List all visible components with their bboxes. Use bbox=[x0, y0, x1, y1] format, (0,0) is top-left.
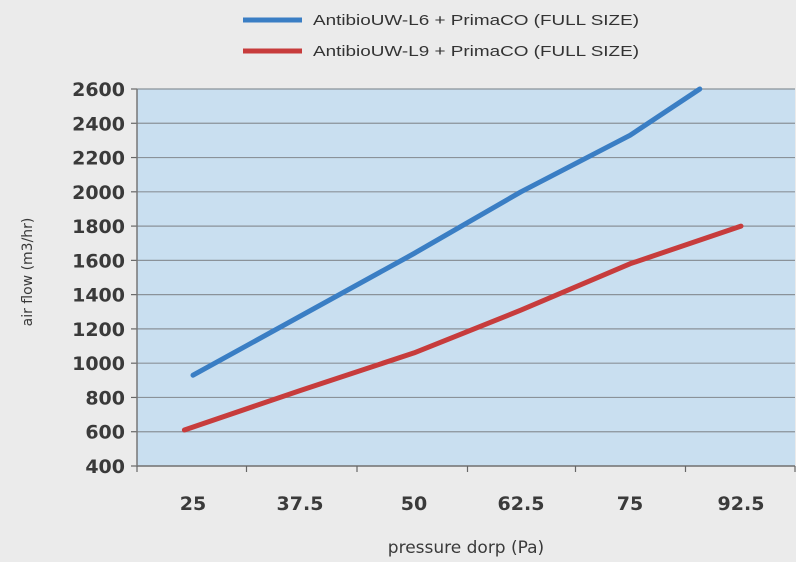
legend-label: AntibioUW-L6 + PrimaCO (FULL SIZE) bbox=[313, 12, 639, 29]
plot-area bbox=[137, 89, 795, 466]
y-tick-label: 1800 bbox=[72, 216, 125, 238]
x-axis-label: pressure dorp (Pa) bbox=[388, 538, 544, 558]
y-tick-label: 2000 bbox=[72, 182, 125, 204]
tick-labels: 400 600 800 1000 1200 1400 1600 1800 2000 2200 240… bbox=[72, 79, 764, 515]
y-tick-label: 2400 bbox=[72, 113, 125, 135]
y-axis-label: air flow (m3/hr) bbox=[20, 218, 36, 327]
legend: AntibioUW-L6 + PrimaCO (FULL SIZE) Antibi… bbox=[243, 12, 639, 60]
y-tick-label: 1000 bbox=[72, 353, 125, 375]
y-tick-label: 2600 bbox=[72, 79, 125, 101]
legend-label: AntibioUW-L9 + PrimaCO (FULL SIZE) bbox=[313, 43, 639, 60]
x-tick-label: 37.5 bbox=[277, 493, 324, 515]
series-lines bbox=[181, 86, 744, 433]
x-tick-label: 92.5 bbox=[718, 493, 765, 515]
series-line-2 bbox=[181, 223, 744, 433]
x-tick-label: 75 bbox=[617, 493, 643, 515]
y-tick-label: 400 bbox=[85, 456, 125, 478]
series-line-1 bbox=[190, 86, 703, 378]
y-tick-label: 2200 bbox=[72, 148, 125, 170]
y-tick-label: 800 bbox=[85, 387, 125, 409]
y-tick-label: 1400 bbox=[72, 285, 125, 307]
y-tick-label: 1200 bbox=[72, 319, 125, 341]
axes bbox=[136, 89, 796, 472]
y-tick-label: 1600 bbox=[72, 250, 125, 272]
x-tick-label: 62.5 bbox=[498, 493, 545, 515]
x-tick-label: 25 bbox=[180, 493, 206, 515]
x-tick-label: 50 bbox=[401, 493, 427, 515]
y-tick-label: 600 bbox=[85, 422, 125, 444]
